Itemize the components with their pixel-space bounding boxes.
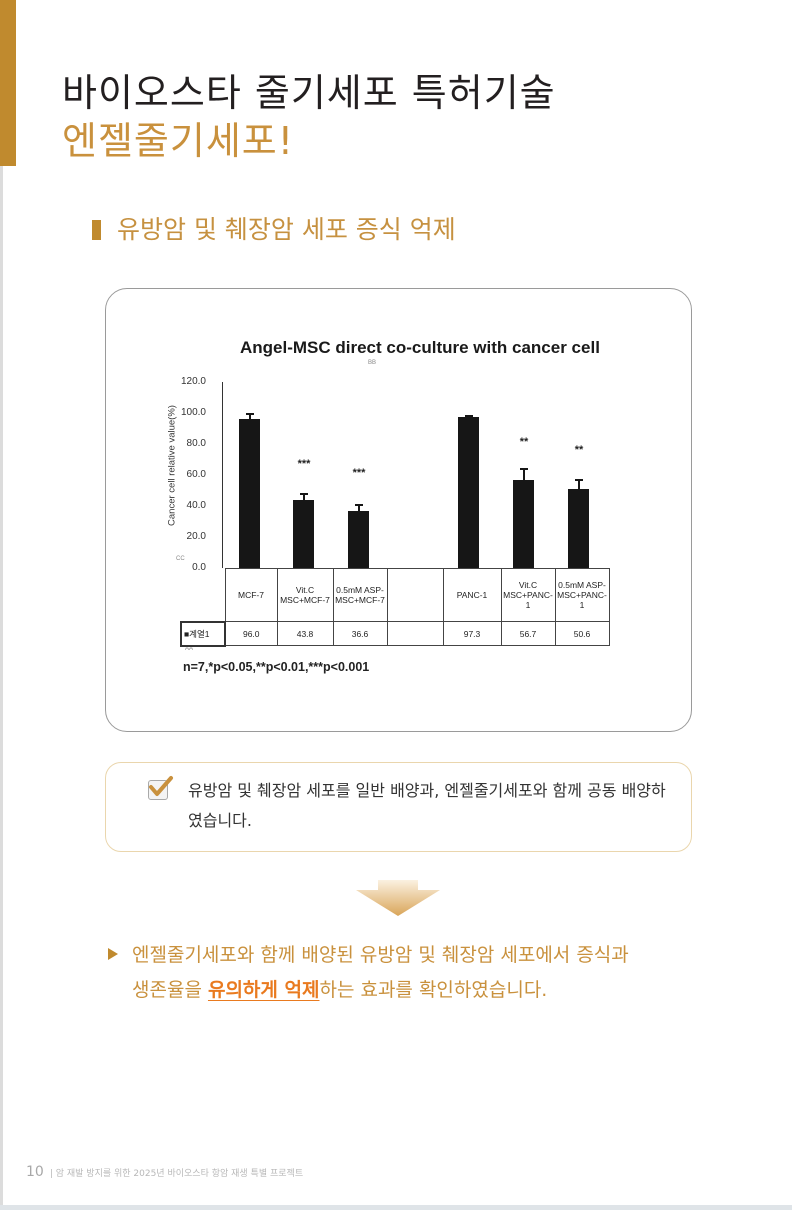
arrow-down-icon (356, 880, 440, 916)
value-cell: 43.8 (276, 621, 334, 646)
triangle-bullet-icon (108, 948, 118, 960)
y-tick: 120.0 (180, 376, 206, 387)
note-box (105, 762, 692, 852)
category-label: Vit.C MSC+MCF-7 (276, 568, 334, 622)
table-corner (181, 568, 226, 622)
error-cap (574, 479, 583, 481)
significance-marker: ** (574, 444, 584, 456)
category-label: Vit.C MSC+PANC- 1 (500, 568, 556, 622)
page-edge (0, 166, 3, 1210)
value-cell (386, 621, 444, 646)
y-tick: 100.0 (180, 407, 206, 418)
significance-marker: *** (297, 458, 311, 470)
value-cell: 56.7 (500, 621, 556, 646)
page-title-highlight: 엔젤줄기세포! (62, 119, 294, 163)
y-tick: 20.0 (186, 531, 206, 542)
y-tick: 80.0 (186, 438, 206, 449)
significance-marker: ** (519, 436, 529, 448)
category-label: 0.5mM ASP- MSC+PANC- 1 (554, 568, 610, 622)
error-bar (303, 493, 305, 500)
bar-mcf7 (239, 419, 260, 568)
value-cell: 36.6 (332, 621, 388, 646)
error-bar (578, 479, 580, 489)
chart-tiny-label: BB (368, 360, 377, 366)
bottom-strip (0, 1205, 792, 1210)
error-cap (354, 504, 363, 506)
significance-marker: *** (352, 467, 366, 479)
table-header-row: MCF-7 Vit.C MSC+MCF-7 0.5mM ASP- MSC+MCF-7… (181, 568, 610, 622)
series-legend-label: ■계열1 (180, 620, 226, 647)
y-tick: 60.0 (186, 469, 206, 480)
page-title: 바이오스타 줄기세포 특허기술 (62, 71, 556, 115)
bar-asp-panc1 (568, 489, 589, 568)
footer-text: | 암 재발 방지를 위한 2025년 바이오스타 항암 재생 특별 프로젝트 (49, 1169, 304, 1179)
y-tick: 40.0 (186, 500, 206, 511)
chart-title: Angel-MSC direct co-culture with cancer … (240, 338, 600, 357)
result-line-1: 엔젤줄기세포와 함께 배양된 유방암 및 췌장암 세포에서 증식과 (132, 944, 629, 966)
value-cell: 96.0 (224, 621, 278, 646)
section-heading: 유방암 및 췌장암 세포 증식 억제 (92, 210, 456, 246)
bar-vitc-panc1 (513, 480, 534, 568)
bar-asp-mcf7 (348, 511, 369, 568)
checkbox-check-icon (148, 776, 173, 800)
category-label-empty (386, 568, 444, 622)
chart-tiny-label: CC (176, 556, 185, 562)
chart-card (105, 288, 692, 732)
chart-tiny-label: AA (185, 646, 194, 652)
result-line-2-start: 생존율을 (132, 979, 208, 1001)
category-label: 0.5mM ASP- MSC+MCF-7 (332, 568, 388, 622)
error-cap (299, 493, 308, 495)
result-line-2-end: 하는 효과를 확인하였습니다. (319, 979, 548, 1001)
bar-panc1 (458, 417, 479, 568)
chart-y-axis (222, 382, 223, 568)
error-cap (519, 468, 528, 470)
error-cap (464, 415, 473, 417)
accent-bar (0, 0, 16, 166)
result-emphasis: 유의하게 억제 (207, 979, 320, 1001)
error-cap (245, 413, 254, 415)
category-label: PANC-1 (442, 568, 502, 622)
page-footer: 10 | 암 재발 방지를 위한 2025년 바이오스타 항암 재생 특별 프로젝… (26, 1164, 303, 1180)
error-bar (249, 413, 251, 419)
chart-y-axis-label: Cancer cell relative value(%) (166, 405, 178, 526)
value-cell: 97.3 (442, 621, 502, 646)
error-bar (523, 468, 525, 480)
section-heading-text: 유방암 및 췌장암 세포 증식 억제 (117, 215, 456, 244)
chart-footnote: n=7,*p<0.05,**p<0.01,***p<0.001 (183, 660, 370, 674)
error-bar (358, 504, 360, 511)
heading-marker-icon (92, 220, 101, 240)
page-number: 10 (26, 1164, 44, 1180)
note-text: 유방암 및 췌장암 세포를 일반 배양과, 엔젤줄기세포와 함께 공동 배양하였… (188, 781, 666, 830)
value-cell: 50.6 (554, 621, 610, 646)
result-statement: 엔젤줄기세포와 함께 배양된 유방암 및 췌장암 세포에서 증식과 생존율을 유… (108, 938, 728, 1008)
category-label: MCF-7 (224, 568, 278, 622)
table-row: ■계열1 96.0 43.8 36.6 97.3 56.7 50.6 (180, 620, 610, 647)
y-tick: 0.0 (192, 562, 206, 573)
chart-data-table: MCF-7 Vit.C MSC+MCF-7 0.5mM ASP- MSC+MCF-7… (180, 568, 610, 647)
bar-vitc-mcf7 (293, 500, 314, 568)
